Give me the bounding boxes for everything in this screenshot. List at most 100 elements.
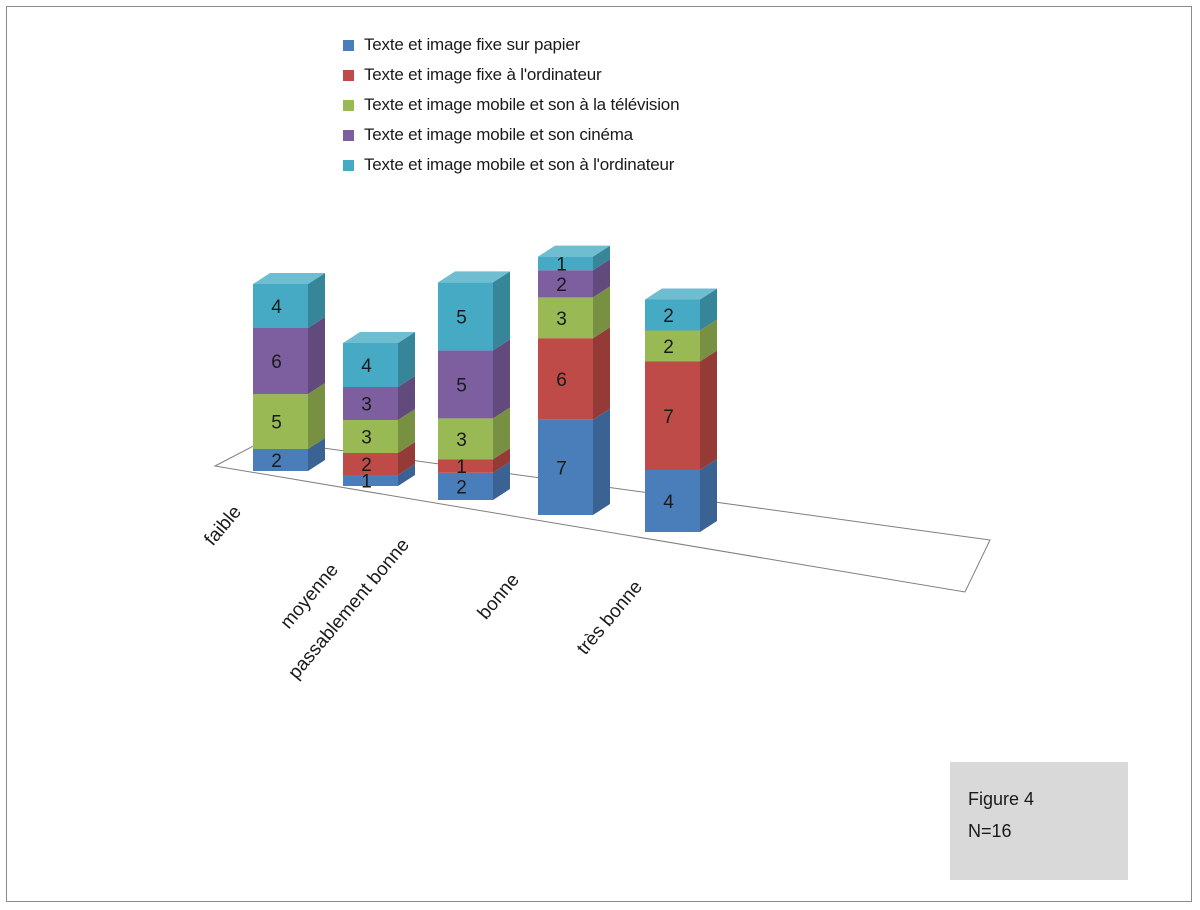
legend-label: Texte et image fixe à l'ordinateur: [364, 65, 602, 84]
legend-item: Texte et image mobile et son à la télévi…: [343, 90, 680, 120]
bar-segment: [253, 328, 308, 394]
bar-segment: [438, 350, 493, 419]
data-label: 4: [271, 297, 282, 318]
bar-segment: [438, 459, 493, 473]
bar-segment: [645, 330, 700, 362]
data-label: 3: [361, 428, 372, 449]
bar-stack: 12 3 3 4: [343, 332, 415, 493]
bar-segment-side: [398, 332, 415, 387]
data-label: 2: [663, 306, 674, 327]
data-label: 5: [456, 375, 467, 396]
bar-segment-top: [253, 273, 325, 284]
bar-segment-top: [538, 245, 610, 257]
data-label: 7: [663, 407, 674, 428]
bar-segment: [253, 394, 308, 449]
category-label: bonne: [474, 570, 524, 624]
bar-segment: [645, 361, 700, 470]
legend-label: Texte et image mobile et son cinéma: [364, 125, 633, 144]
bar-segment: [343, 420, 398, 453]
bar-stack: 7 6 3 21: [538, 245, 610, 515]
legend-label: Texte et image mobile et son à l'ordinat…: [364, 155, 675, 174]
data-label: 6: [271, 352, 282, 373]
bar-segment: [538, 270, 593, 298]
bar-segment: [645, 299, 700, 331]
legend-swatch: [343, 159, 354, 171]
legend-item: Texte et image fixe à l'ordinateur: [343, 60, 679, 90]
bar-segment-side: [493, 407, 510, 460]
data-label: 7: [556, 458, 567, 479]
bar-segment-top: [438, 271, 510, 283]
bar-segment: [538, 297, 593, 339]
figure-note-box: Figure 4 N=16: [950, 762, 1128, 880]
category-label: faible: [201, 502, 246, 550]
bar-segment-side: [398, 464, 415, 486]
bar-stack: 21 3 5 5: [438, 271, 510, 500]
bar-segment: [438, 472, 493, 500]
bar-segment-side: [700, 350, 717, 470]
data-label: 5: [456, 307, 467, 328]
bar-segment: [253, 284, 308, 328]
bar-segment-side: [593, 245, 610, 271]
data-label: 3: [361, 395, 372, 416]
bar-segment-side: [700, 288, 717, 331]
bar-segment-side: [308, 273, 325, 328]
bar-segment-side: [593, 286, 610, 339]
data-label: 2: [271, 451, 282, 472]
data-label: 1: [556, 254, 567, 275]
legend-item: Texte et image mobile et son cinéma: [343, 120, 679, 150]
bar-segment-top: [343, 332, 415, 343]
bar-segment: [343, 475, 398, 486]
chart-floor: [213, 439, 991, 593]
legend-item: Texte et image fixe sur papier: [343, 30, 679, 60]
data-label: 1: [456, 457, 467, 478]
data-label: 3: [456, 430, 467, 451]
data-label: 1: [361, 472, 372, 493]
legend-swatch: [343, 129, 354, 141]
bar-segment: [538, 338, 593, 420]
data-label: 6: [556, 370, 567, 391]
bar-segment-side: [593, 259, 610, 298]
data-label: 4: [361, 356, 372, 377]
sample-size-label: N=16: [968, 821, 1012, 841]
bar-segment: [343, 387, 398, 420]
data-label: 2: [361, 455, 372, 476]
legend-swatch: [343, 99, 354, 111]
data-label: 2: [456, 477, 467, 498]
bar-segment: [343, 453, 398, 475]
data-label: 5: [271, 413, 282, 434]
bar-stack: 2 5 6 4: [253, 273, 325, 472]
bar-segment-side: [398, 376, 415, 420]
legend: Texte et image fixe sur papier Texte et …: [343, 30, 680, 180]
bar-segment-side: [493, 271, 510, 351]
legend-label: Texte et image mobile et son à la télévi…: [364, 95, 680, 114]
category-label: très bonne: [573, 577, 647, 659]
bar-segment: [538, 419, 593, 515]
figure-label: Figure 4: [968, 789, 1035, 809]
bar-segment-side: [398, 409, 415, 453]
data-label: 3: [556, 309, 567, 330]
bar-segment: [438, 418, 493, 460]
bar-segment-side: [700, 319, 717, 362]
bar-segment: [253, 449, 308, 471]
data-label: 2: [663, 337, 674, 358]
data-label: 4: [663, 492, 674, 513]
legend-label: Texte et image fixe sur papier: [364, 35, 581, 54]
legend-swatch: [343, 69, 354, 81]
bar-segment-side: [493, 461, 510, 500]
bar-segment-side: [700, 459, 717, 532]
bar-segment-side: [593, 327, 610, 420]
bar-segment: [538, 256, 593, 271]
bar-segment-side: [593, 408, 610, 515]
legend-swatch: [343, 39, 354, 51]
legend-item: Texte et image mobile et son à l'ordinat…: [343, 150, 679, 180]
bar-segment-side: [308, 317, 325, 394]
bar-segment-top: [645, 288, 717, 300]
bar-segment: [438, 282, 493, 351]
data-label: 2: [556, 275, 567, 296]
bar-stack: 4 7 2 2: [645, 288, 717, 532]
bar-segment-side: [493, 339, 510, 419]
bar-segment-side: [308, 383, 325, 449]
bar-segment-side: [493, 448, 510, 473]
bar-segment: [645, 470, 700, 532]
